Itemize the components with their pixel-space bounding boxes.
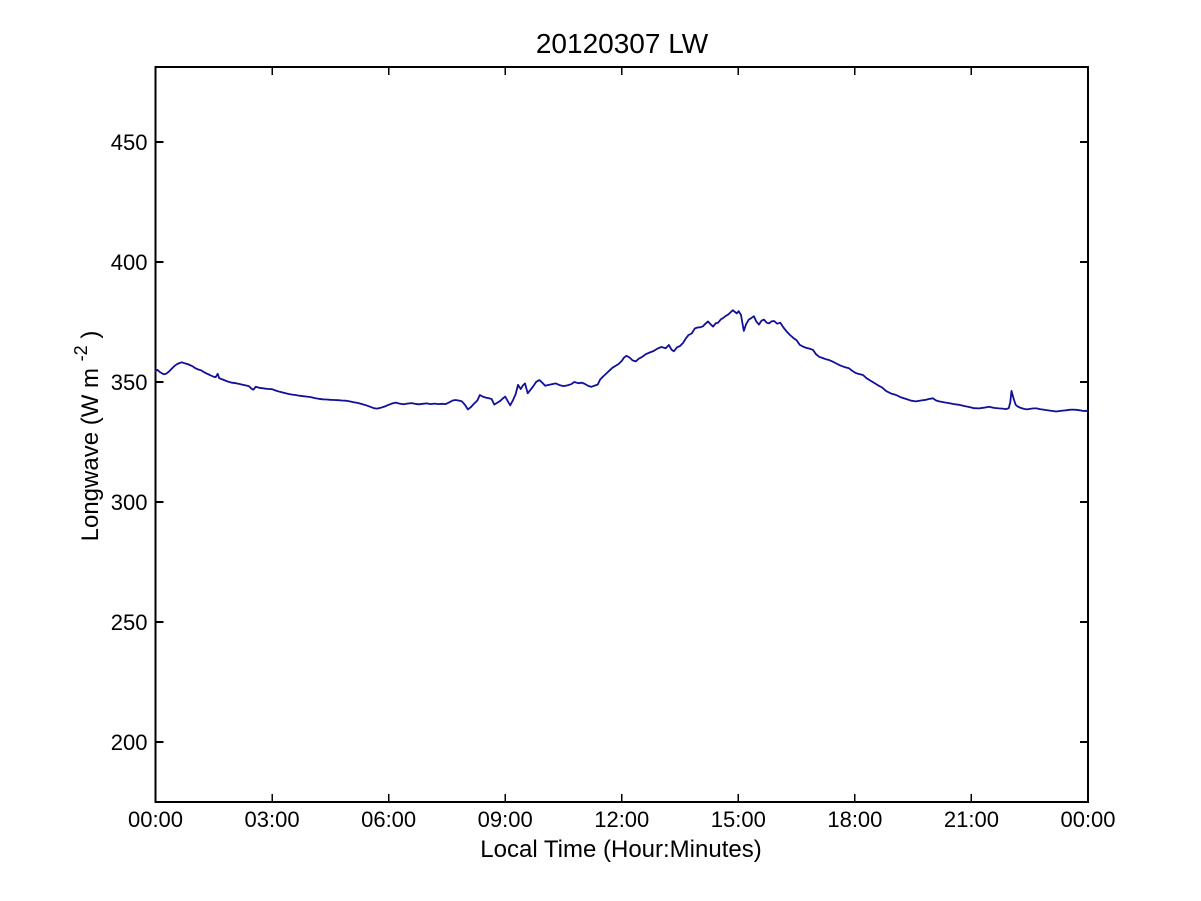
y-tick-label: 200 [111, 730, 148, 755]
x-tick-label: 09:00 [478, 807, 533, 832]
y-axis-label: Longwave (W m -2 ) [66, 331, 104, 542]
x-tick-label: 00:00 [128, 807, 183, 832]
y-axis-label-main: Longwave (W m [77, 368, 104, 541]
y-tick-label: 300 [111, 490, 148, 515]
x-tick-label: 06:00 [361, 807, 416, 832]
y-axis-label-exponent: -2 [71, 345, 91, 361]
x-tick-label: 12:00 [594, 807, 649, 832]
x-tick-label: 03:00 [245, 807, 300, 832]
plot-frame [154, 66, 1089, 803]
y-tick-label: 250 [111, 610, 148, 635]
x-axis-label: Local Time (Hour:Minutes) [480, 836, 761, 863]
y-tick-label: 400 [111, 250, 148, 275]
chart-title: 20120307 LW [536, 28, 709, 59]
x-tick-label: 15:00 [711, 807, 766, 832]
y-tick-label: 350 [111, 370, 148, 395]
y-tick-label: 450 [111, 130, 148, 155]
x-tick-label: 00:00 [1060, 807, 1115, 832]
longwave-data-line [154, 309, 1089, 413]
y-axis-label-close: ) [77, 331, 104, 339]
x-tick-label: 18:00 [827, 807, 882, 832]
x-tick-label: 21:00 [944, 807, 999, 832]
